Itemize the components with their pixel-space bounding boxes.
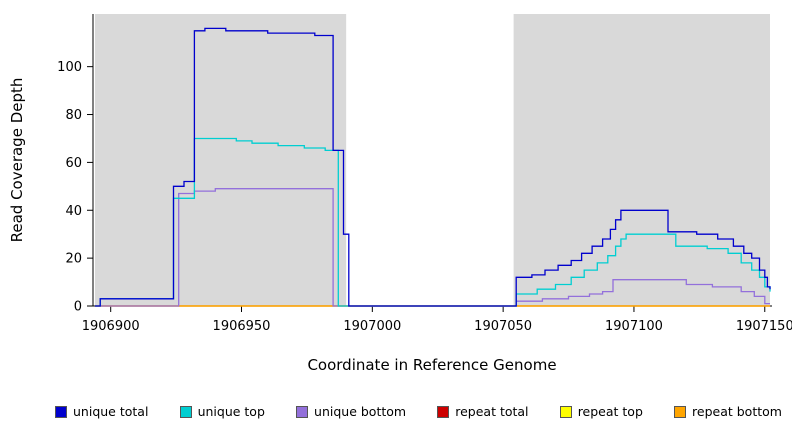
series-line-unique-total <box>95 27 771 307</box>
legend-swatch-unique-top <box>179 405 192 418</box>
y-tick-label: 0 <box>74 300 82 315</box>
y-tick-label: 80 <box>65 108 82 123</box>
y-tick-label: 40 <box>65 204 82 219</box>
legend-item-unique-top: unique top <box>179 404 265 419</box>
legend-swatch-repeat-top <box>559 405 572 418</box>
legend-label: unique top <box>197 404 265 419</box>
x-tick-label: 1906900 <box>82 319 140 334</box>
x-tick-label: 1907050 <box>474 319 532 334</box>
y-tick-label: 100 <box>57 60 82 75</box>
legend-swatch-repeat-bottom <box>674 405 687 418</box>
legend-label: unique total <box>73 404 149 419</box>
x-tick-label: 1907100 <box>605 319 663 334</box>
legend-label: repeat bottom <box>692 404 782 419</box>
y-tick-label: 60 <box>65 156 82 171</box>
shaded-region <box>513 14 770 306</box>
shaded-region <box>95 14 347 306</box>
legend-item-repeat-total: repeat total <box>437 404 529 419</box>
y-axis-title: Read Coverage Depth <box>8 78 26 243</box>
y-tick-label: 20 <box>65 252 82 267</box>
x-axis-title: Coordinate in Reference Genome <box>307 356 556 374</box>
legend-label: repeat total <box>455 404 529 419</box>
x-tick-label: 1907000 <box>343 319 401 334</box>
legend: unique total unique top unique bottom repea… <box>55 404 782 419</box>
x-tick-label: 1907150 <box>736 319 792 334</box>
x-tick-label: 1906950 <box>213 319 271 334</box>
legend-label: unique bottom <box>314 404 407 419</box>
coverage-plot: 1906900 1906950 1907000 1907050 1907100 19071… <box>8 14 792 374</box>
legend-item-repeat-top: repeat top <box>559 404 643 419</box>
legend-label: repeat top <box>577 404 643 419</box>
legend-item-unique-total: unique total <box>55 404 148 419</box>
legend-swatch-unique-bottom <box>296 405 309 418</box>
plot-layers: 1906900 1906950 1907000 1907050 1907100 19071… <box>57 14 792 334</box>
legend-swatch-unique-total <box>55 405 67 418</box>
legend-item-unique-bottom: unique bottom <box>296 404 406 419</box>
legend-swatch-repeat-total <box>437 405 450 418</box>
series-line-unique-bottom <box>95 188 770 307</box>
series-line-unique-top <box>95 137 771 307</box>
legend-item-repeat-bottom: repeat bottom <box>674 404 782 419</box>
